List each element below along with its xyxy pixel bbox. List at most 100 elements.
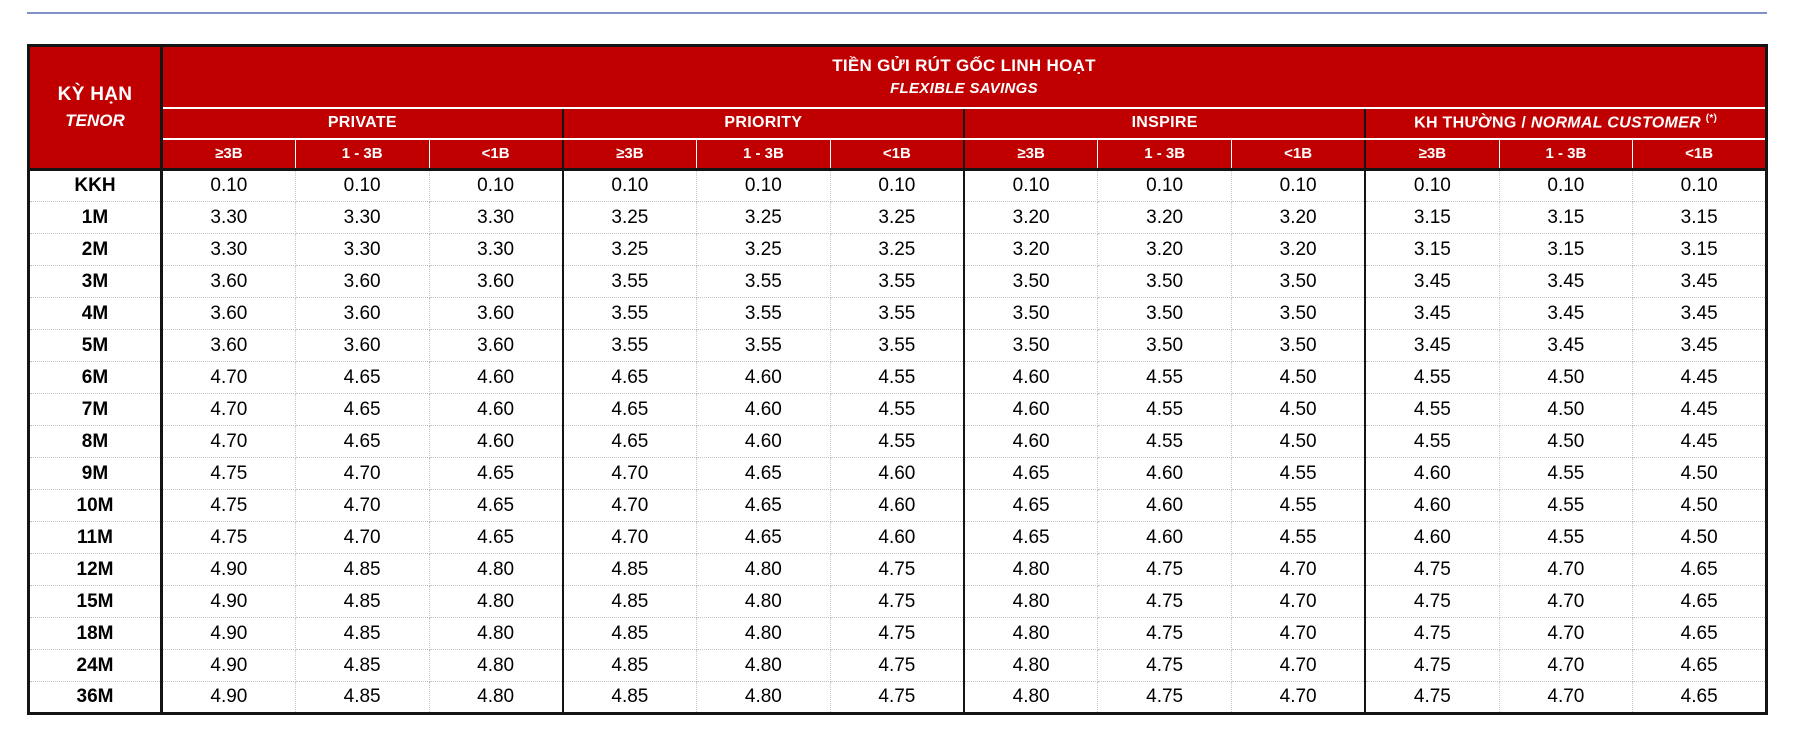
- rate-cell-normal-8M-tier0: 4.55: [1364, 425, 1500, 458]
- rate-cell-private-18M-tier1: 4.85: [295, 617, 430, 650]
- rate-cell-inspire-24M-tier0: 4.80: [963, 649, 1099, 682]
- rate-cell-inspire-KKH-tier1: 0.10: [1097, 169, 1232, 202]
- rate-cell-private-9M-tier0: 4.75: [161, 457, 296, 490]
- table-header: KỲ HẠN TENOR TIỀN GỬI RÚT GỐC LINH HOẠT …: [28, 45, 1768, 171]
- rate-cell-normal-7M-tier1: 4.50: [1499, 393, 1634, 426]
- group-label-private: PRIVATE: [327, 114, 397, 131]
- group-label-normal-vi: KH THƯỜNG /: [1414, 114, 1527, 132]
- tenor-column-header: KỲ HẠN TENOR: [28, 45, 163, 171]
- rate-cell-priority-15M-tier2: 4.75: [830, 585, 965, 618]
- rate-cell-private-3M-tier2: 3.60: [429, 265, 564, 298]
- tenor-cell-4M: 4M: [28, 297, 163, 330]
- rate-cell-normal-18M-tier1: 4.70: [1499, 617, 1634, 650]
- rate-cell-inspire-4M-tier1: 3.50: [1097, 297, 1232, 330]
- rate-cell-normal-11M-tier2: 4.50: [1632, 521, 1768, 554]
- rate-cell-inspire-11M-tier2: 4.55: [1231, 521, 1366, 554]
- rate-row-6M: 6M 4.70 4.65 4.60 4.65 4.60 4.55 4.60 4.55 4.50 4.…: [28, 361, 1768, 394]
- rate-cell-priority-KKH-tier0: 0.10: [561, 169, 697, 202]
- tenor-cell-6M: 6M: [28, 361, 163, 394]
- rate-cell-normal-4M-tier1: 3.45: [1499, 297, 1634, 330]
- rate-cell-priority-2M-tier0: 3.25: [561, 233, 697, 266]
- rate-cell-priority-8M-tier2: 4.55: [830, 425, 965, 458]
- rate-cell-inspire-5M-tier1: 3.50: [1097, 329, 1232, 362]
- rate-cell-normal-KKH-tier1: 0.10: [1499, 169, 1634, 202]
- rate-cell-private-18M-tier0: 4.90: [161, 617, 296, 650]
- rate-cell-inspire-15M-tier0: 4.80: [963, 585, 1099, 618]
- rate-cell-private-7M-tier2: 4.60: [429, 393, 564, 426]
- rate-cell-priority-1M-tier1: 3.25: [696, 201, 831, 234]
- rate-cell-normal-4M-tier0: 3.45: [1364, 297, 1500, 330]
- rate-cell-inspire-6M-tier1: 4.55: [1097, 361, 1232, 394]
- rate-cell-private-2M-tier2: 3.30: [429, 233, 564, 266]
- rate-cell-normal-24M-tier2: 4.65: [1632, 649, 1768, 682]
- rate-cell-private-24M-tier2: 4.80: [429, 649, 564, 682]
- tier-header-priority-0: ≥3B: [561, 138, 697, 171]
- rate-cell-private-11M-tier2: 4.65: [429, 521, 564, 554]
- rate-cell-priority-11M-tier1: 4.65: [696, 521, 831, 554]
- tier-header-priority-2: <1B: [830, 138, 965, 171]
- group-header-private: PRIVATE: [161, 107, 563, 140]
- rate-cell-priority-9M-tier2: 4.60: [830, 457, 965, 490]
- tenor-cell-9M: 9M: [28, 457, 163, 490]
- rate-cell-private-1M-tier1: 3.30: [295, 201, 430, 234]
- table-title-vi: TIỀN GỬI RÚT GỐC LINH HOẠT: [832, 56, 1096, 76]
- rate-cell-private-7M-tier1: 4.65: [295, 393, 430, 426]
- rate-cell-normal-6M-tier0: 4.55: [1364, 361, 1500, 394]
- tier-header-inspire-1: 1 - 3B: [1097, 138, 1232, 171]
- rate-cell-priority-4M-tier0: 3.55: [561, 297, 697, 330]
- tenor-cell-15M: 15M: [28, 585, 163, 618]
- tier-header-normal-2: <1B: [1632, 138, 1768, 171]
- rate-cell-normal-36M-tier1: 4.70: [1499, 681, 1634, 714]
- rate-cell-private-10M-tier0: 4.75: [161, 489, 296, 522]
- rate-cell-inspire-8M-tier1: 4.55: [1097, 425, 1232, 458]
- rate-cell-priority-18M-tier0: 4.85: [561, 617, 697, 650]
- rate-cell-inspire-12M-tier2: 4.70: [1231, 553, 1366, 586]
- rate-cell-normal-24M-tier1: 4.70: [1499, 649, 1634, 682]
- rate-cell-inspire-10M-tier0: 4.65: [963, 489, 1099, 522]
- rate-cell-inspire-KKH-tier2: 0.10: [1231, 169, 1366, 202]
- rate-cell-inspire-1M-tier2: 3.20: [1231, 201, 1366, 234]
- rate-cell-private-4M-tier1: 3.60: [295, 297, 430, 330]
- rate-cell-normal-5M-tier1: 3.45: [1499, 329, 1634, 362]
- rate-cell-private-7M-tier0: 4.70: [161, 393, 296, 426]
- rate-cell-inspire-15M-tier2: 4.70: [1231, 585, 1366, 618]
- title-row: KỲ HẠN TENOR TIỀN GỬI RÚT GỐC LINH HOẠT …: [28, 45, 1767, 171]
- rate-cell-priority-10M-tier2: 4.60: [830, 489, 965, 522]
- group-label-priority: PRIORITY: [724, 114, 803, 131]
- rate-cell-priority-11M-tier2: 4.60: [830, 521, 965, 554]
- rate-cell-priority-8M-tier0: 4.65: [561, 425, 697, 458]
- rate-cell-normal-24M-tier0: 4.75: [1364, 649, 1500, 682]
- rate-cell-normal-1M-tier0: 3.15: [1364, 201, 1500, 234]
- rate-cell-normal-3M-tier1: 3.45: [1499, 265, 1634, 298]
- rate-cell-private-1M-tier2: 3.30: [429, 201, 564, 234]
- rate-cell-priority-2M-tier2: 3.25: [830, 233, 965, 266]
- rate-row-8M: 8M 4.70 4.65 4.60 4.65 4.60 4.55 4.60 4.55 4.50 4.…: [28, 425, 1768, 458]
- rate-cell-priority-15M-tier1: 4.80: [696, 585, 831, 618]
- rate-cell-priority-6M-tier0: 4.65: [561, 361, 697, 394]
- rate-cell-priority-7M-tier1: 4.60: [696, 393, 831, 426]
- rate-cell-private-5M-tier1: 3.60: [295, 329, 430, 362]
- rate-cell-inspire-10M-tier1: 4.60: [1097, 489, 1232, 522]
- rate-cell-inspire-36M-tier2: 4.70: [1231, 681, 1366, 714]
- rate-cell-priority-36M-tier0: 4.85: [561, 681, 697, 714]
- rate-cell-inspire-1M-tier1: 3.20: [1097, 201, 1232, 234]
- rate-cell-private-5M-tier0: 3.60: [161, 329, 296, 362]
- rate-cell-private-15M-tier2: 4.80: [429, 585, 564, 618]
- rate-row-12M: 12M 4.90 4.85 4.80 4.85 4.80 4.75 4.80 4.75 4.70 4…: [28, 553, 1768, 586]
- rate-cell-private-12M-tier2: 4.80: [429, 553, 564, 586]
- rate-cell-priority-8M-tier1: 4.60: [696, 425, 831, 458]
- rate-cell-private-12M-tier0: 4.90: [161, 553, 296, 586]
- rate-cell-priority-1M-tier2: 3.25: [830, 201, 965, 234]
- rate-cell-inspire-24M-tier1: 4.75: [1097, 649, 1232, 682]
- rate-cell-private-36M-tier1: 4.85: [295, 681, 430, 714]
- rate-cell-normal-12M-tier1: 4.70: [1499, 553, 1634, 586]
- group-header-inspire: INSPIRE: [962, 107, 1366, 140]
- rate-cell-normal-1M-tier1: 3.15: [1499, 201, 1634, 234]
- rate-cell-inspire-3M-tier0: 3.50: [963, 265, 1099, 298]
- rate-cell-inspire-4M-tier0: 3.50: [963, 297, 1099, 330]
- rate-cell-priority-24M-tier2: 4.75: [830, 649, 965, 682]
- rate-cell-priority-3M-tier2: 3.55: [830, 265, 965, 298]
- rate-cell-priority-11M-tier0: 4.70: [561, 521, 697, 554]
- rate-cell-inspire-18M-tier1: 4.75: [1097, 617, 1232, 650]
- rate-cell-private-15M-tier0: 4.90: [161, 585, 296, 618]
